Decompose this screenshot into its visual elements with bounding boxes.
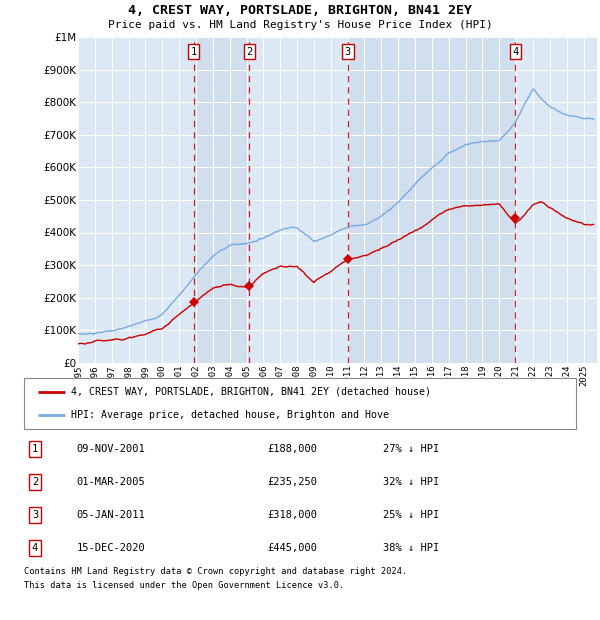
Text: Contains HM Land Registry data © Crown copyright and database right 2024.: Contains HM Land Registry data © Crown c… [24,567,407,577]
Text: 38% ↓ HPI: 38% ↓ HPI [383,542,439,553]
Text: 09-NOV-2001: 09-NOV-2001 [76,444,145,454]
Text: 2: 2 [246,47,253,57]
FancyBboxPatch shape [24,378,576,429]
Text: 32% ↓ HPI: 32% ↓ HPI [383,477,439,487]
Text: 4, CREST WAY, PORTSLADE, BRIGHTON, BN41 2EY (detached house): 4, CREST WAY, PORTSLADE, BRIGHTON, BN41 … [71,387,431,397]
Text: Price paid vs. HM Land Registry's House Price Index (HPI): Price paid vs. HM Land Registry's House … [107,20,493,30]
Text: 4, CREST WAY, PORTSLADE, BRIGHTON, BN41 2EY: 4, CREST WAY, PORTSLADE, BRIGHTON, BN41 … [128,4,472,17]
Text: 25% ↓ HPI: 25% ↓ HPI [383,510,439,520]
Text: 2: 2 [32,477,38,487]
Bar [194,37,250,363]
Text: This data is licensed under the Open Government Licence v3.0.: This data is licensed under the Open Gov… [24,581,344,590]
Text: £235,250: £235,250 [267,477,317,487]
Text: 4: 4 [32,542,38,553]
Text: HPI: Average price, detached house, Brighton and Hove: HPI: Average price, detached house, Brig… [71,410,389,420]
Text: 3: 3 [32,510,38,520]
Text: 05-JAN-2011: 05-JAN-2011 [76,510,145,520]
Text: 1: 1 [32,444,38,454]
Text: 01-MAR-2005: 01-MAR-2005 [76,477,145,487]
Bar [348,37,515,363]
Text: £188,000: £188,000 [267,444,317,454]
Text: 27% ↓ HPI: 27% ↓ HPI [383,444,439,454]
Text: £318,000: £318,000 [267,510,317,520]
Text: 4: 4 [512,47,518,57]
Text: 1: 1 [190,47,197,57]
Text: 15-DEC-2020: 15-DEC-2020 [76,542,145,553]
Text: £445,000: £445,000 [267,542,317,553]
Text: 3: 3 [344,47,351,57]
